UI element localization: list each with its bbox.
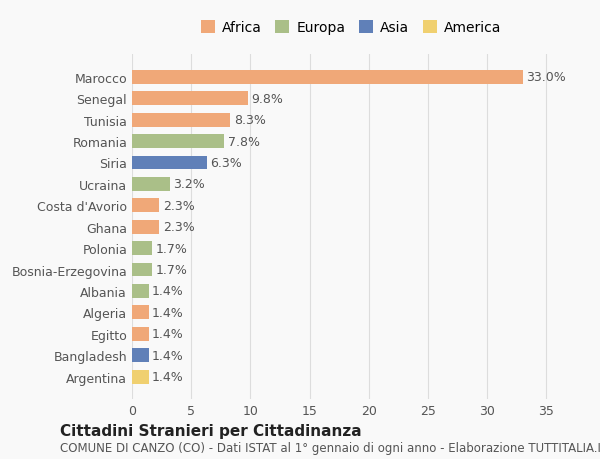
Text: 1.4%: 1.4%	[152, 370, 184, 383]
Bar	[132, 284, 149, 298]
Bar	[132, 178, 170, 191]
Bar	[132, 241, 152, 256]
Bar	[132, 199, 159, 213]
Text: 1.4%: 1.4%	[152, 285, 184, 298]
Text: 7.8%: 7.8%	[228, 135, 260, 148]
Bar	[132, 113, 230, 127]
Text: 1.7%: 1.7%	[155, 263, 188, 276]
Bar	[132, 220, 159, 234]
Bar	[132, 263, 152, 277]
Text: COMUNE DI CANZO (CO) - Dati ISTAT al 1° gennaio di ogni anno - Elaborazione TUTT: COMUNE DI CANZO (CO) - Dati ISTAT al 1° …	[60, 442, 600, 454]
Legend: Africa, Europa, Asia, America: Africa, Europa, Asia, America	[197, 17, 505, 39]
Text: 3.2%: 3.2%	[173, 178, 205, 191]
Text: 1.4%: 1.4%	[152, 328, 184, 341]
Bar	[132, 92, 248, 106]
Text: 9.8%: 9.8%	[251, 93, 283, 106]
Text: 1.4%: 1.4%	[152, 349, 184, 362]
Text: 6.3%: 6.3%	[210, 157, 242, 170]
Text: 2.3%: 2.3%	[163, 199, 194, 213]
Bar	[132, 348, 149, 362]
Bar	[132, 71, 523, 84]
Text: Cittadini Stranieri per Cittadinanza: Cittadini Stranieri per Cittadinanza	[60, 423, 362, 438]
Text: 8.3%: 8.3%	[234, 114, 266, 127]
Text: 1.7%: 1.7%	[155, 242, 188, 255]
Bar	[132, 156, 206, 170]
Bar	[132, 370, 149, 384]
Text: 1.4%: 1.4%	[152, 306, 184, 319]
Text: 2.3%: 2.3%	[163, 221, 194, 234]
Bar	[132, 135, 224, 149]
Text: 33.0%: 33.0%	[526, 71, 566, 84]
Bar	[132, 327, 149, 341]
Bar	[132, 306, 149, 319]
